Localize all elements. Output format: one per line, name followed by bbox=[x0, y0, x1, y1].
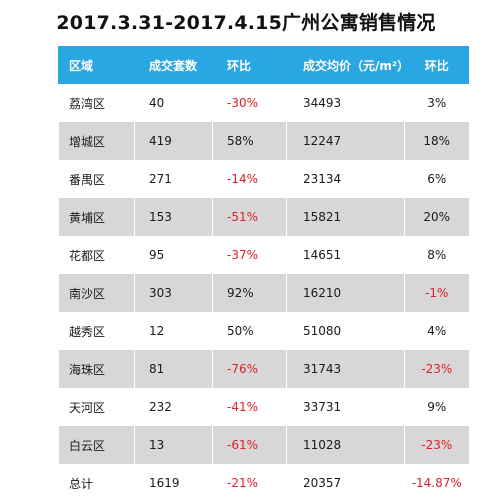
table-row: 海珠区 81 -76% 31743 -23% bbox=[58, 350, 469, 388]
cell-units: 40 bbox=[134, 84, 213, 122]
cell-price-mom: 6% bbox=[404, 160, 469, 198]
cell-units-mom: -41% bbox=[212, 388, 287, 426]
cell-price: 16210 bbox=[286, 274, 405, 312]
cell-units: 271 bbox=[134, 160, 213, 198]
cell-district: 越秀区 bbox=[58, 312, 135, 350]
cell-price: 11028 bbox=[286, 426, 405, 464]
cell-price-mom: -1% bbox=[404, 274, 469, 312]
cell-price: 51080 bbox=[286, 312, 405, 350]
cell-district: 花都区 bbox=[58, 236, 135, 274]
cell-district: 南沙区 bbox=[58, 274, 135, 312]
cell-price-mom: 9% bbox=[404, 388, 469, 426]
table-row: 番禺区 271 -14% 23134 6% bbox=[58, 160, 469, 198]
cell-units-mom: -76% bbox=[212, 350, 287, 388]
cell-units: 12 bbox=[134, 312, 213, 350]
table-row: 增城区 419 58% 12247 18% bbox=[58, 122, 469, 160]
header-units: 成交套数 bbox=[134, 46, 213, 84]
cell-price: 31743 bbox=[286, 350, 405, 388]
table-total-row: 总计 1619 -21% 20357 -14.87% bbox=[58, 464, 469, 502]
table-row: 花都区 95 -37% 14651 8% bbox=[58, 236, 469, 274]
cell-units: 232 bbox=[134, 388, 213, 426]
cell-units-mom: -61% bbox=[212, 426, 287, 464]
sales-table: 区域 成交套数 环比 成交均价（元/m²） 环比 荔湾区 40 -30% 34493 3… bbox=[58, 46, 469, 502]
table-row: 越秀区 12 50% 51080 4% bbox=[58, 312, 469, 350]
table-row: 荔湾区 40 -30% 34493 3% bbox=[58, 84, 469, 122]
cell-price-mom: 4% bbox=[404, 312, 469, 350]
header-price: 成交均价（元/m²） bbox=[286, 46, 409, 84]
cell-price-mom: 20% bbox=[404, 198, 469, 236]
cell-district: 荔湾区 bbox=[58, 84, 135, 122]
page: 2017.3.31-2017.4.15广州公寓销售情况 区域 成交套数 环比 成… bbox=[56, 12, 469, 502]
cell-district: 天河区 bbox=[58, 388, 135, 426]
cell-units-mom: -14% bbox=[212, 160, 287, 198]
cell-price: 33731 bbox=[286, 388, 405, 426]
table-row: 天河区 232 -41% 33731 9% bbox=[58, 388, 469, 426]
header-price-mom: 环比 bbox=[404, 46, 469, 84]
cell-units: 303 bbox=[134, 274, 213, 312]
cell-units: 419 bbox=[134, 122, 213, 160]
cell-price-mom: -23% bbox=[404, 426, 469, 464]
header-district: 区域 bbox=[58, 46, 135, 84]
cell-units-mom: -30% bbox=[212, 84, 287, 122]
cell-price-mom: -23% bbox=[404, 350, 469, 388]
cell-price-mom: 8% bbox=[404, 236, 469, 274]
cell-units: 95 bbox=[134, 236, 213, 274]
cell-district: 海珠区 bbox=[58, 350, 135, 388]
cell-price-mom: 3% bbox=[404, 84, 469, 122]
cell-units-mom: 50% bbox=[212, 312, 287, 350]
cell-units: 81 bbox=[134, 350, 213, 388]
header-units-mom: 环比 bbox=[212, 46, 287, 84]
cell-district: 增城区 bbox=[58, 122, 135, 160]
cell-district: 白云区 bbox=[58, 426, 135, 464]
table-header-row: 区域 成交套数 环比 成交均价（元/m²） 环比 bbox=[58, 46, 469, 84]
cell-units-mom: 92% bbox=[212, 274, 287, 312]
cell-units: 13 bbox=[134, 426, 213, 464]
cell-units-mom: 58% bbox=[212, 122, 287, 160]
cell-units-mom: -21% bbox=[212, 464, 287, 502]
cell-district: 总计 bbox=[58, 464, 135, 502]
cell-units-mom: -51% bbox=[212, 198, 287, 236]
cell-units: 1619 bbox=[134, 464, 213, 502]
page-title: 2017.3.31-2017.4.15广州公寓销售情况 bbox=[56, 12, 436, 34]
cell-price: 15821 bbox=[286, 198, 405, 236]
cell-price: 14651 bbox=[286, 236, 405, 274]
table-row: 黄埔区 153 -51% 15821 20% bbox=[58, 198, 469, 236]
cell-price: 34493 bbox=[286, 84, 405, 122]
cell-price-mom: 18% bbox=[404, 122, 469, 160]
cell-price-mom: -14.87% bbox=[404, 464, 469, 502]
cell-price: 23134 bbox=[286, 160, 405, 198]
cell-district: 黄埔区 bbox=[58, 198, 135, 236]
cell-district: 番禺区 bbox=[58, 160, 135, 198]
table-row: 白云区 13 -61% 11028 -23% bbox=[58, 426, 469, 464]
table-body: 荔湾区 40 -30% 34493 3% 增城区 419 58% 12247 18% 番禺区 271-… bbox=[58, 84, 469, 502]
table-row: 南沙区 303 92% 16210 -1% bbox=[58, 274, 469, 312]
cell-price: 12247 bbox=[286, 122, 405, 160]
cell-units-mom: -37% bbox=[212, 236, 287, 274]
cell-units: 153 bbox=[134, 198, 213, 236]
cell-price: 20357 bbox=[286, 464, 405, 502]
